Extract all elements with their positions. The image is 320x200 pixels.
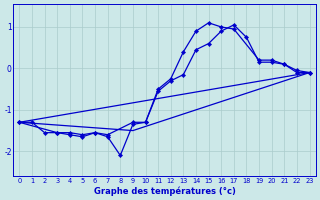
X-axis label: Graphe des températures (°c): Graphe des températures (°c) <box>93 186 236 196</box>
